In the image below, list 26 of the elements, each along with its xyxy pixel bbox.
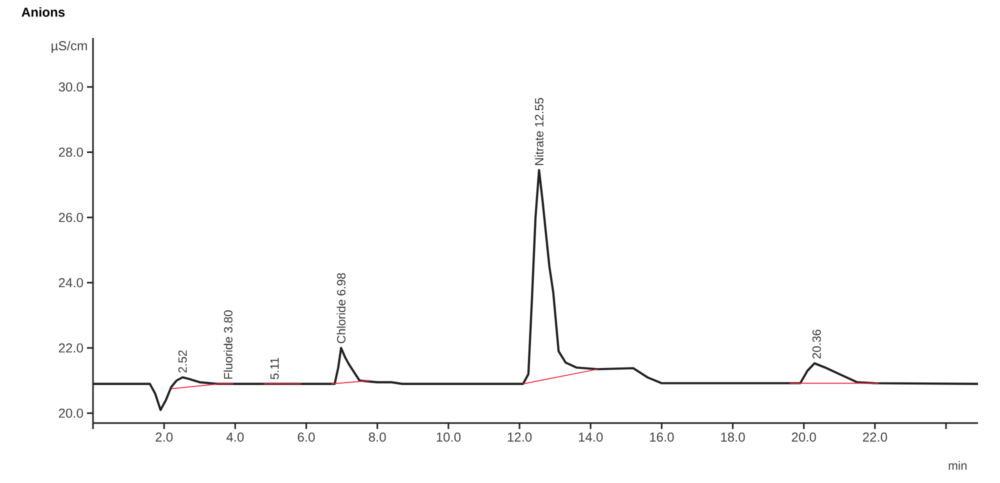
y-tick-label: 26.0 (58, 212, 83, 222)
x-axis-title: min (948, 461, 967, 470)
y-tick-label: 30.0 (58, 82, 83, 92)
x-tick-label: 8.0 (368, 432, 386, 442)
x-tick-label: 2.0 (156, 432, 173, 442)
y-tick-label: 20.0 (58, 408, 83, 418)
x-tick-label: 18.0 (721, 432, 745, 442)
annotation: 2.52 (178, 350, 187, 373)
annotation: Chloride 6.98 (336, 273, 346, 344)
x-tick-label: 10.0 (436, 432, 461, 442)
annotation: 5.11 (270, 358, 279, 380)
x-tick-label: 16.0 (650, 432, 674, 442)
x-tick-label: 12.0 (508, 432, 532, 442)
chart-title: Anions (22, 7, 65, 17)
y-tick-label: 22.0 (58, 343, 83, 353)
annotation: Nitrate 12.55 (534, 98, 544, 165)
annotation: Fluoride 3.80 (224, 310, 232, 379)
annotation: 20.36 (812, 330, 821, 359)
y-axis-title: µS/cm (52, 40, 87, 53)
x-tick-label: 20.0 (792, 432, 816, 442)
x-tick-label: 4.0 (226, 432, 244, 442)
x-tick-label: 6.0 (298, 432, 315, 442)
y-tick-label: 28.0 (58, 148, 83, 157)
x-tick-label: 22.0 (862, 432, 888, 442)
y-tick-label: 24.0 (58, 278, 83, 288)
x-tick-label: 14.0 (578, 432, 603, 442)
